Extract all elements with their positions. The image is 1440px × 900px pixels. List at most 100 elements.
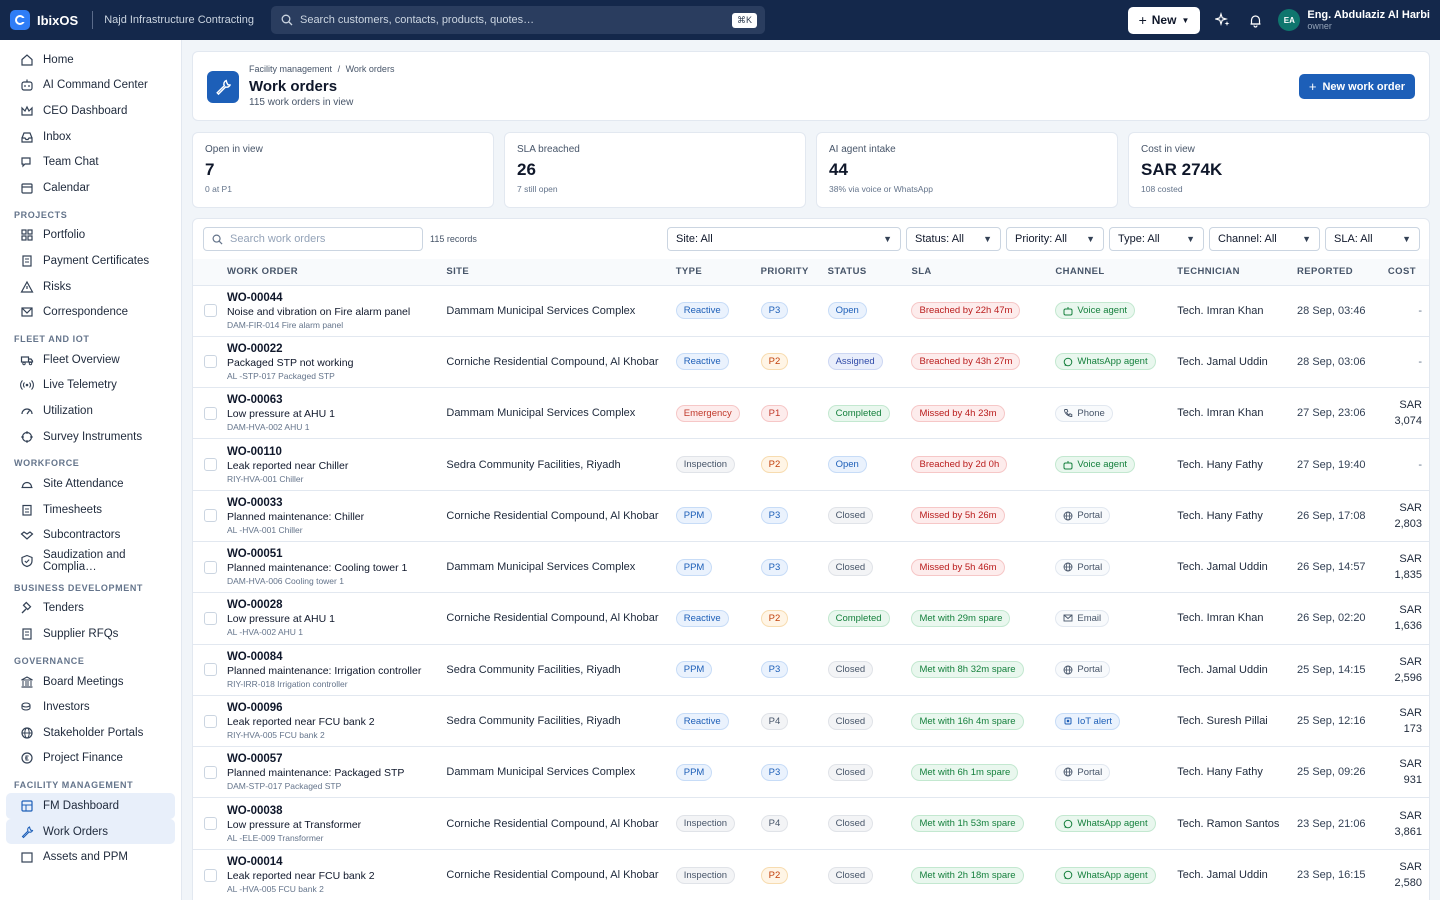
channel-filter-select[interactable]: Channel: All ▼: [1209, 227, 1320, 251]
channel-label: Portal: [1077, 664, 1103, 676]
column-header-channel[interactable]: CHANNEL: [1055, 259, 1178, 285]
sidebar-item-survey-instruments[interactable]: Survey Instruments: [6, 424, 175, 450]
type-badge: Reactive: [675, 302, 729, 320]
sidebar-item-saudization[interactable]: Saudization and Complia…: [6, 548, 175, 574]
work-order-id[interactable]: WO-00033: [226, 496, 283, 509]
sidebar-item-fm-dashboard[interactable]: FM Dashboard: [6, 793, 175, 819]
avatar[interactable]: EA: [1278, 9, 1301, 31]
sidebar-item-timesheets[interactable]: Timesheets: [6, 497, 175, 523]
priority-filter-select[interactable]: Priority: All ▼: [1006, 227, 1104, 251]
table-row[interactable]: WO-00038 Low pressure at Transformer AL -E…: [193, 797, 1429, 850]
work-orders-table-card: Search work orders 115 records Site: All…: [192, 218, 1430, 900]
sla-filter-select[interactable]: SLA: All ▼: [1325, 227, 1420, 251]
table-row[interactable]: WO-00084 Planned maintenance: Irrigation …: [193, 643, 1429, 696]
sidebar-item-payment-certificates[interactable]: Payment Certificates: [6, 248, 175, 274]
table-row[interactable]: WO-00051 Planned maintenance: Cooling tow…: [193, 540, 1429, 593]
table-row[interactable]: WO-00044 Noise and vibration on Fire alar…: [193, 284, 1429, 337]
work-order-id[interactable]: WO-00038: [226, 804, 283, 817]
row-checkbox[interactable]: [204, 714, 217, 728]
bell-icon[interactable]: [1246, 11, 1264, 29]
work-order-search-input[interactable]: Search work orders: [203, 227, 423, 251]
new-work-order-button[interactable]: + New work order: [1298, 74, 1415, 99]
warning-icon: [20, 280, 34, 293]
work-order-id[interactable]: WO-00096: [226, 702, 283, 715]
table-row[interactable]: WO-00063 Low pressure at AHU 1 DAM-HVA-002…: [193, 387, 1429, 439]
sidebar-item-inbox[interactable]: Inbox: [6, 124, 175, 150]
column-header-status[interactable]: STATUS: [827, 259, 912, 285]
app-brand[interactable]: IbixOS: [37, 12, 79, 28]
row-checkbox[interactable]: [204, 611, 217, 625]
type-filter-select[interactable]: Type: All ▼: [1109, 227, 1204, 251]
org-name[interactable]: Najd Infrastructure Contracting: [104, 14, 254, 26]
work-order-id[interactable]: WO-00063: [226, 394, 283, 407]
reported-time: 26 Sep, 02:20: [1297, 612, 1366, 625]
sidebar-item-utilization[interactable]: Utilization: [6, 398, 175, 424]
sidebar-item-team-chat[interactable]: Team Chat: [6, 149, 175, 175]
cost-value: SAR 1,835: [1394, 553, 1422, 582]
row-checkbox[interactable]: [204, 509, 217, 523]
column-header-reported[interactable]: REPORTED: [1297, 259, 1388, 285]
sidebar-item-stakeholder-portals[interactable]: Stakeholder Portals: [6, 720, 175, 746]
column-header-site[interactable]: SITE: [446, 259, 676, 285]
work-order-id[interactable]: WO-00110: [226, 445, 282, 458]
sidebar-item-correspondence[interactable]: Correspondence: [6, 299, 175, 325]
sidebar-item-risks[interactable]: Risks: [6, 274, 175, 300]
column-header-technician[interactable]: TECHNICIAN: [1177, 259, 1298, 285]
row-checkbox[interactable]: [204, 406, 217, 420]
breadcrumb-parent[interactable]: Facility management: [249, 64, 333, 74]
work-order-id[interactable]: WO-00014: [226, 856, 283, 869]
column-header-work-order[interactable]: WORK ORDER: [226, 259, 447, 285]
row-checkbox[interactable]: [204, 458, 217, 472]
global-search-input[interactable]: Search customers, contacts, products, qu…: [270, 6, 765, 34]
table-row[interactable]: WO-00033 Planned maintenance: Chiller AL -…: [193, 489, 1429, 542]
user-menu[interactable]: Eng. Abdulaziz Al Harbi owner: [1307, 9, 1430, 31]
sidebar-item-portfolio[interactable]: Portfolio: [6, 223, 175, 249]
sidebar-item-home[interactable]: Home: [6, 47, 175, 73]
ai-sparkle-icon[interactable]: [1214, 11, 1232, 29]
new-menu-button[interactable]: + New ▼: [1127, 6, 1201, 34]
sidebar-item-board-meetings[interactable]: Board Meetings: [6, 669, 175, 695]
sidebar-item-work-orders[interactable]: Work Orders: [6, 818, 175, 845]
app-logo-icon[interactable]: [10, 10, 30, 30]
site-filter-select[interactable]: Site: All ▼: [667, 227, 901, 251]
row-checkbox[interactable]: [204, 304, 217, 318]
sidebar-item-site-attendance[interactable]: Site Attendance: [6, 471, 175, 497]
work-order-id[interactable]: WO-00051: [226, 548, 283, 561]
column-header-sla[interactable]: SLA: [911, 259, 1056, 285]
row-checkbox[interactable]: [204, 663, 217, 677]
sidebar-item-live-telemetry[interactable]: Live Telemetry: [6, 373, 175, 399]
calendar-icon: [21, 183, 33, 194]
sidebar-item-supplier-rfqs[interactable]: Supplier RFQs: [6, 621, 175, 647]
status-filter-select[interactable]: Status: All ▼: [906, 227, 1001, 251]
table-row[interactable]: WO-00110 Leak reported near Chiller RIY-HV…: [193, 438, 1429, 491]
sidebar-item-tenders[interactable]: Tenders: [6, 596, 175, 622]
sidebar-item-fleet-overview[interactable]: Fleet Overview: [6, 347, 175, 373]
sidebar-item-assets-ppm[interactable]: Assets and PPM: [6, 844, 175, 870]
row-checkbox[interactable]: [204, 765, 217, 779]
sidebar-item-calendar[interactable]: Calendar: [6, 175, 175, 201]
table-row[interactable]: WO-00096 Leak reported near FCU bank 2 RIY…: [193, 694, 1429, 747]
table-row[interactable]: WO-00028 Low pressure at AHU 1 AL -HVA-002…: [193, 592, 1429, 645]
reported-time: 23 Sep, 21:06: [1297, 817, 1366, 830]
row-checkbox[interactable]: [204, 355, 217, 369]
sidebar-item-ceo-dashboard[interactable]: CEO Dashboard: [6, 98, 175, 124]
row-checkbox[interactable]: [204, 817, 217, 831]
column-header-priority[interactable]: PRIORITY: [760, 259, 828, 285]
table-row[interactable]: WO-00022 Packaged STP not working AL -STP-…: [193, 335, 1429, 388]
kpi-open-in-view: Open in view 7 0 at P1: [192, 132, 494, 208]
work-order-id[interactable]: WO-00057: [226, 753, 283, 766]
table-row[interactable]: WO-00057 Planned maintenance: Packaged ST…: [193, 746, 1429, 798]
work-order-id[interactable]: WO-00028: [226, 599, 283, 612]
work-order-id[interactable]: WO-00022: [226, 342, 283, 355]
sidebar-item-project-finance[interactable]: Project Finance: [6, 746, 175, 772]
work-order-id[interactable]: WO-00084: [226, 650, 283, 663]
column-header-cost[interactable]: COST: [1387, 259, 1429, 285]
table-row[interactable]: WO-00014 Leak reported near FCU bank 2 AL …: [193, 848, 1429, 900]
sidebar-item-ai-command-center[interactable]: AI Command Center: [6, 73, 175, 99]
row-checkbox[interactable]: [204, 868, 217, 882]
work-order-id[interactable]: WO-00044: [226, 291, 283, 304]
column-header-type[interactable]: TYPE: [675, 259, 761, 285]
sidebar-item-investors[interactable]: Investors: [6, 694, 175, 720]
sidebar-item-subcontractors[interactable]: Subcontractors: [6, 523, 175, 549]
row-checkbox[interactable]: [204, 560, 217, 574]
